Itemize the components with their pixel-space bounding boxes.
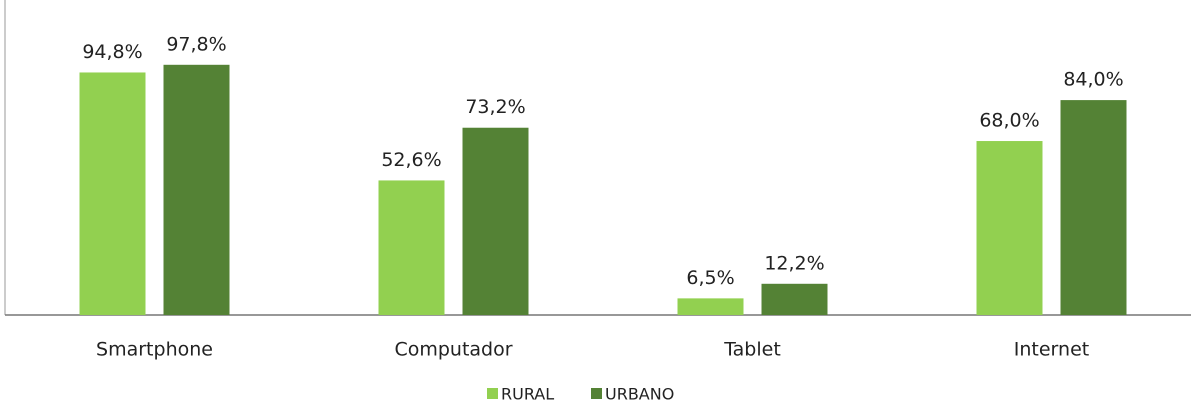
data-label: 84,0%: [1063, 69, 1123, 91]
legend-swatch: [487, 388, 498, 399]
legend-label: URBANO: [605, 385, 674, 404]
legend-swatch: [591, 388, 602, 399]
x-tick-label: Tablet: [723, 339, 781, 361]
bar: [462, 127, 529, 315]
bar: [163, 64, 230, 315]
data-label: 68,0%: [979, 110, 1039, 132]
x-tick-label: Computador: [394, 339, 512, 361]
bar: [79, 72, 146, 315]
bar: [677, 298, 744, 315]
bar: [761, 283, 828, 315]
data-label: 73,2%: [465, 96, 525, 118]
data-label: 52,6%: [381, 149, 441, 171]
data-label: 97,8%: [166, 33, 226, 55]
x-tick-label: Smartphone: [96, 339, 213, 361]
bar: [378, 180, 445, 315]
x-tick-label: Internet: [1014, 339, 1089, 361]
legend-label: RURAL: [501, 385, 554, 404]
data-label: 12,2%: [764, 252, 824, 274]
data-label: 6,5%: [686, 267, 734, 289]
bar: [1060, 100, 1127, 315]
data-label: 94,8%: [82, 41, 142, 63]
legend: RURAL URBANO: [487, 385, 674, 404]
bar: [976, 141, 1043, 315]
